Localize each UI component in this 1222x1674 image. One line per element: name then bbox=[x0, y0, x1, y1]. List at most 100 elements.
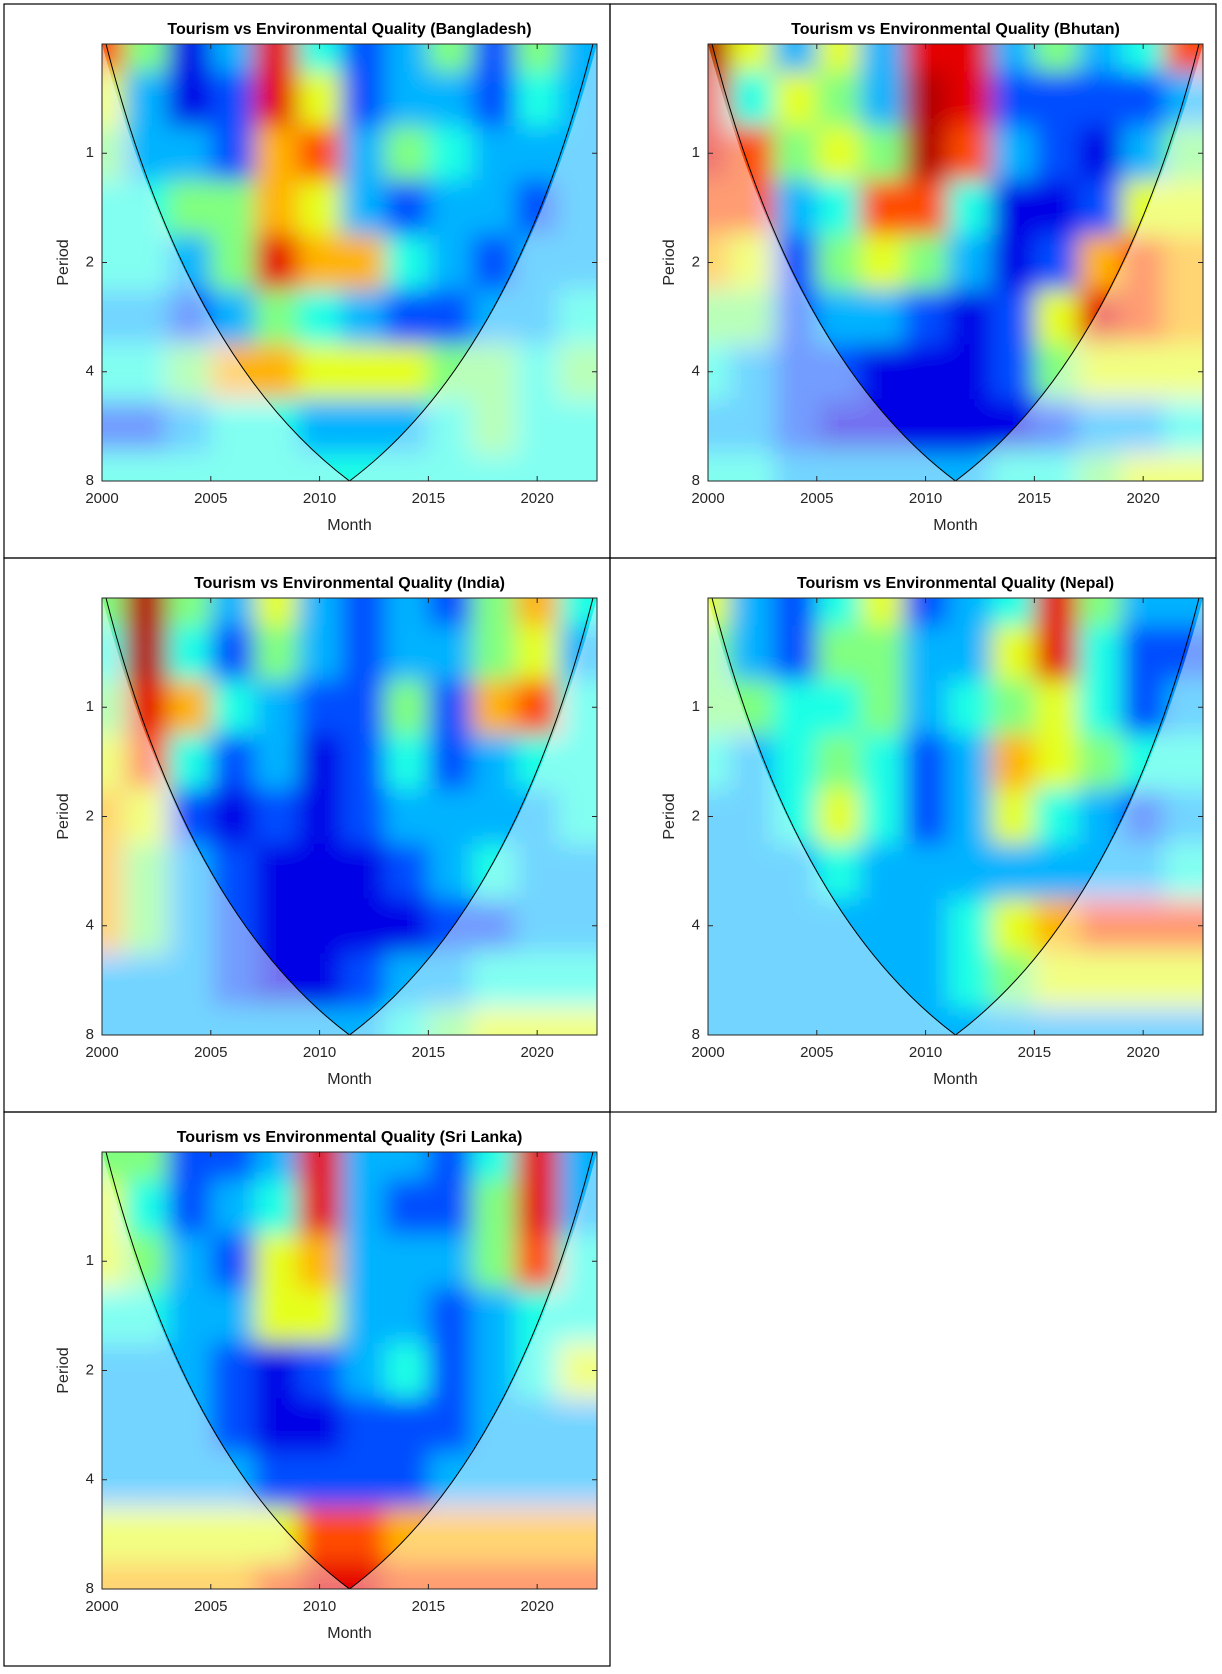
coherence-cell bbox=[558, 788, 597, 845]
coherence-cell bbox=[1077, 344, 1122, 400]
coherence-cell bbox=[123, 1342, 168, 1399]
coherence-cell bbox=[558, 234, 597, 291]
x-tick-label: 2010 bbox=[303, 490, 336, 507]
chart-title: Tourism vs Environmental Quality (India) bbox=[194, 575, 505, 592]
coherence-cell bbox=[860, 344, 905, 400]
coherence-cell bbox=[558, 734, 597, 790]
coherence-cell bbox=[341, 1507, 386, 1563]
coherence-cell bbox=[515, 289, 560, 345]
coherence-cell bbox=[384, 898, 429, 954]
coherence-cell bbox=[471, 1507, 516, 1563]
coherence-cell bbox=[729, 1007, 774, 1035]
coherence-cell bbox=[947, 289, 992, 345]
coi-shade bbox=[349, 598, 597, 1035]
coherence-cell bbox=[210, 1007, 255, 1035]
coherence-cell bbox=[297, 1152, 342, 1181]
coherence-cell bbox=[123, 1234, 168, 1289]
coherence-cell bbox=[167, 1507, 212, 1563]
coherence-cell bbox=[816, 180, 861, 236]
coherence-cell bbox=[990, 289, 1035, 345]
coherence-cell bbox=[384, 71, 429, 127]
y-tick-label: 4 bbox=[692, 917, 700, 934]
coherence-cell bbox=[341, 234, 386, 291]
coherence-cell bbox=[558, 680, 597, 735]
coherence-cell bbox=[167, 734, 212, 790]
coherence-cell bbox=[102, 1007, 125, 1035]
x-tick-label: 2000 bbox=[691, 490, 724, 507]
coherence-cell bbox=[1121, 71, 1166, 127]
coherence-cell bbox=[341, 44, 386, 73]
coherence-cell bbox=[471, 843, 516, 899]
coherence-cell bbox=[297, 1452, 342, 1508]
coherence-cell bbox=[384, 234, 429, 291]
coherence-cell bbox=[990, 788, 1035, 845]
coherence-cell bbox=[471, 44, 516, 73]
y-tick-label: 2 bbox=[692, 253, 700, 270]
coherence-cell bbox=[947, 126, 992, 181]
coherence-cell bbox=[1121, 289, 1166, 345]
coherence-cell bbox=[1034, 680, 1079, 735]
coherence-cell bbox=[860, 234, 905, 291]
coherence-cell bbox=[1164, 1007, 1203, 1035]
coherence-cell bbox=[1077, 453, 1122, 481]
coherence-cell bbox=[384, 1007, 429, 1035]
coherence-cell bbox=[903, 126, 948, 181]
coherence-cell bbox=[254, 399, 299, 455]
coherence-cell bbox=[1121, 898, 1166, 954]
coherence-cell bbox=[947, 734, 992, 790]
coherence-cell bbox=[1164, 453, 1203, 481]
coherence-cell bbox=[729, 234, 774, 291]
coherence-cell bbox=[729, 680, 774, 735]
coherence-cell bbox=[254, 843, 299, 899]
coherence-cell bbox=[947, 598, 992, 627]
coherence-cell bbox=[947, 788, 992, 845]
coherence-cell bbox=[558, 843, 597, 899]
coherence-cell bbox=[254, 953, 299, 1009]
coherence-cell bbox=[1164, 734, 1203, 790]
coherence-cell bbox=[1034, 180, 1079, 236]
coherence-cell bbox=[1121, 399, 1166, 455]
coherence-cell bbox=[729, 71, 774, 127]
coherence-cell bbox=[254, 1342, 299, 1399]
coherence-cell bbox=[729, 289, 774, 345]
coherence-cell bbox=[210, 234, 255, 291]
coherence-cell bbox=[903, 680, 948, 735]
coherence-cell bbox=[428, 1561, 473, 1589]
coherence-cell bbox=[254, 1152, 299, 1181]
coherence-cell bbox=[102, 680, 125, 735]
coherence-cell bbox=[773, 289, 818, 345]
coherence-cell bbox=[558, 289, 597, 345]
coherence-cell bbox=[167, 344, 212, 400]
coherence-cell bbox=[210, 1342, 255, 1399]
coherence-cell bbox=[1077, 680, 1122, 735]
coherence-cell bbox=[708, 126, 731, 181]
coherence-cell bbox=[515, 680, 560, 735]
coherence-cell bbox=[428, 44, 473, 73]
coherence-cell bbox=[471, 126, 516, 181]
coherence-cell bbox=[102, 344, 125, 400]
coherence-cell bbox=[860, 399, 905, 455]
coherence-cell bbox=[254, 734, 299, 790]
x-tick-label: 2000 bbox=[85, 490, 118, 507]
coherence-cell bbox=[167, 44, 212, 73]
coherence-cell bbox=[254, 1234, 299, 1289]
panel: Tourism vs Environmental Quality (Bhutan… bbox=[609, 3, 1217, 559]
coherence-cell bbox=[254, 453, 299, 481]
y-axis-label: Period bbox=[55, 1347, 72, 1393]
coherence-cell bbox=[428, 1007, 473, 1035]
coherence-cell bbox=[558, 1342, 597, 1399]
coherence-cell bbox=[773, 180, 818, 236]
coherence-cell bbox=[167, 289, 212, 345]
coherence-cell bbox=[1121, 680, 1166, 735]
coherence-cell bbox=[341, 453, 386, 481]
coherence-cell bbox=[297, 399, 342, 455]
coherence-cell bbox=[708, 344, 731, 400]
coherence-cell bbox=[816, 843, 861, 899]
coherence-cell bbox=[123, 399, 168, 455]
coherence-cell bbox=[708, 625, 731, 681]
coherence-cell bbox=[297, 625, 342, 681]
y-tick-label: 4 bbox=[86, 917, 94, 934]
coherence-cell bbox=[123, 1397, 168, 1453]
coherence-cell bbox=[990, 1007, 1035, 1035]
coherence-cell bbox=[990, 734, 1035, 790]
